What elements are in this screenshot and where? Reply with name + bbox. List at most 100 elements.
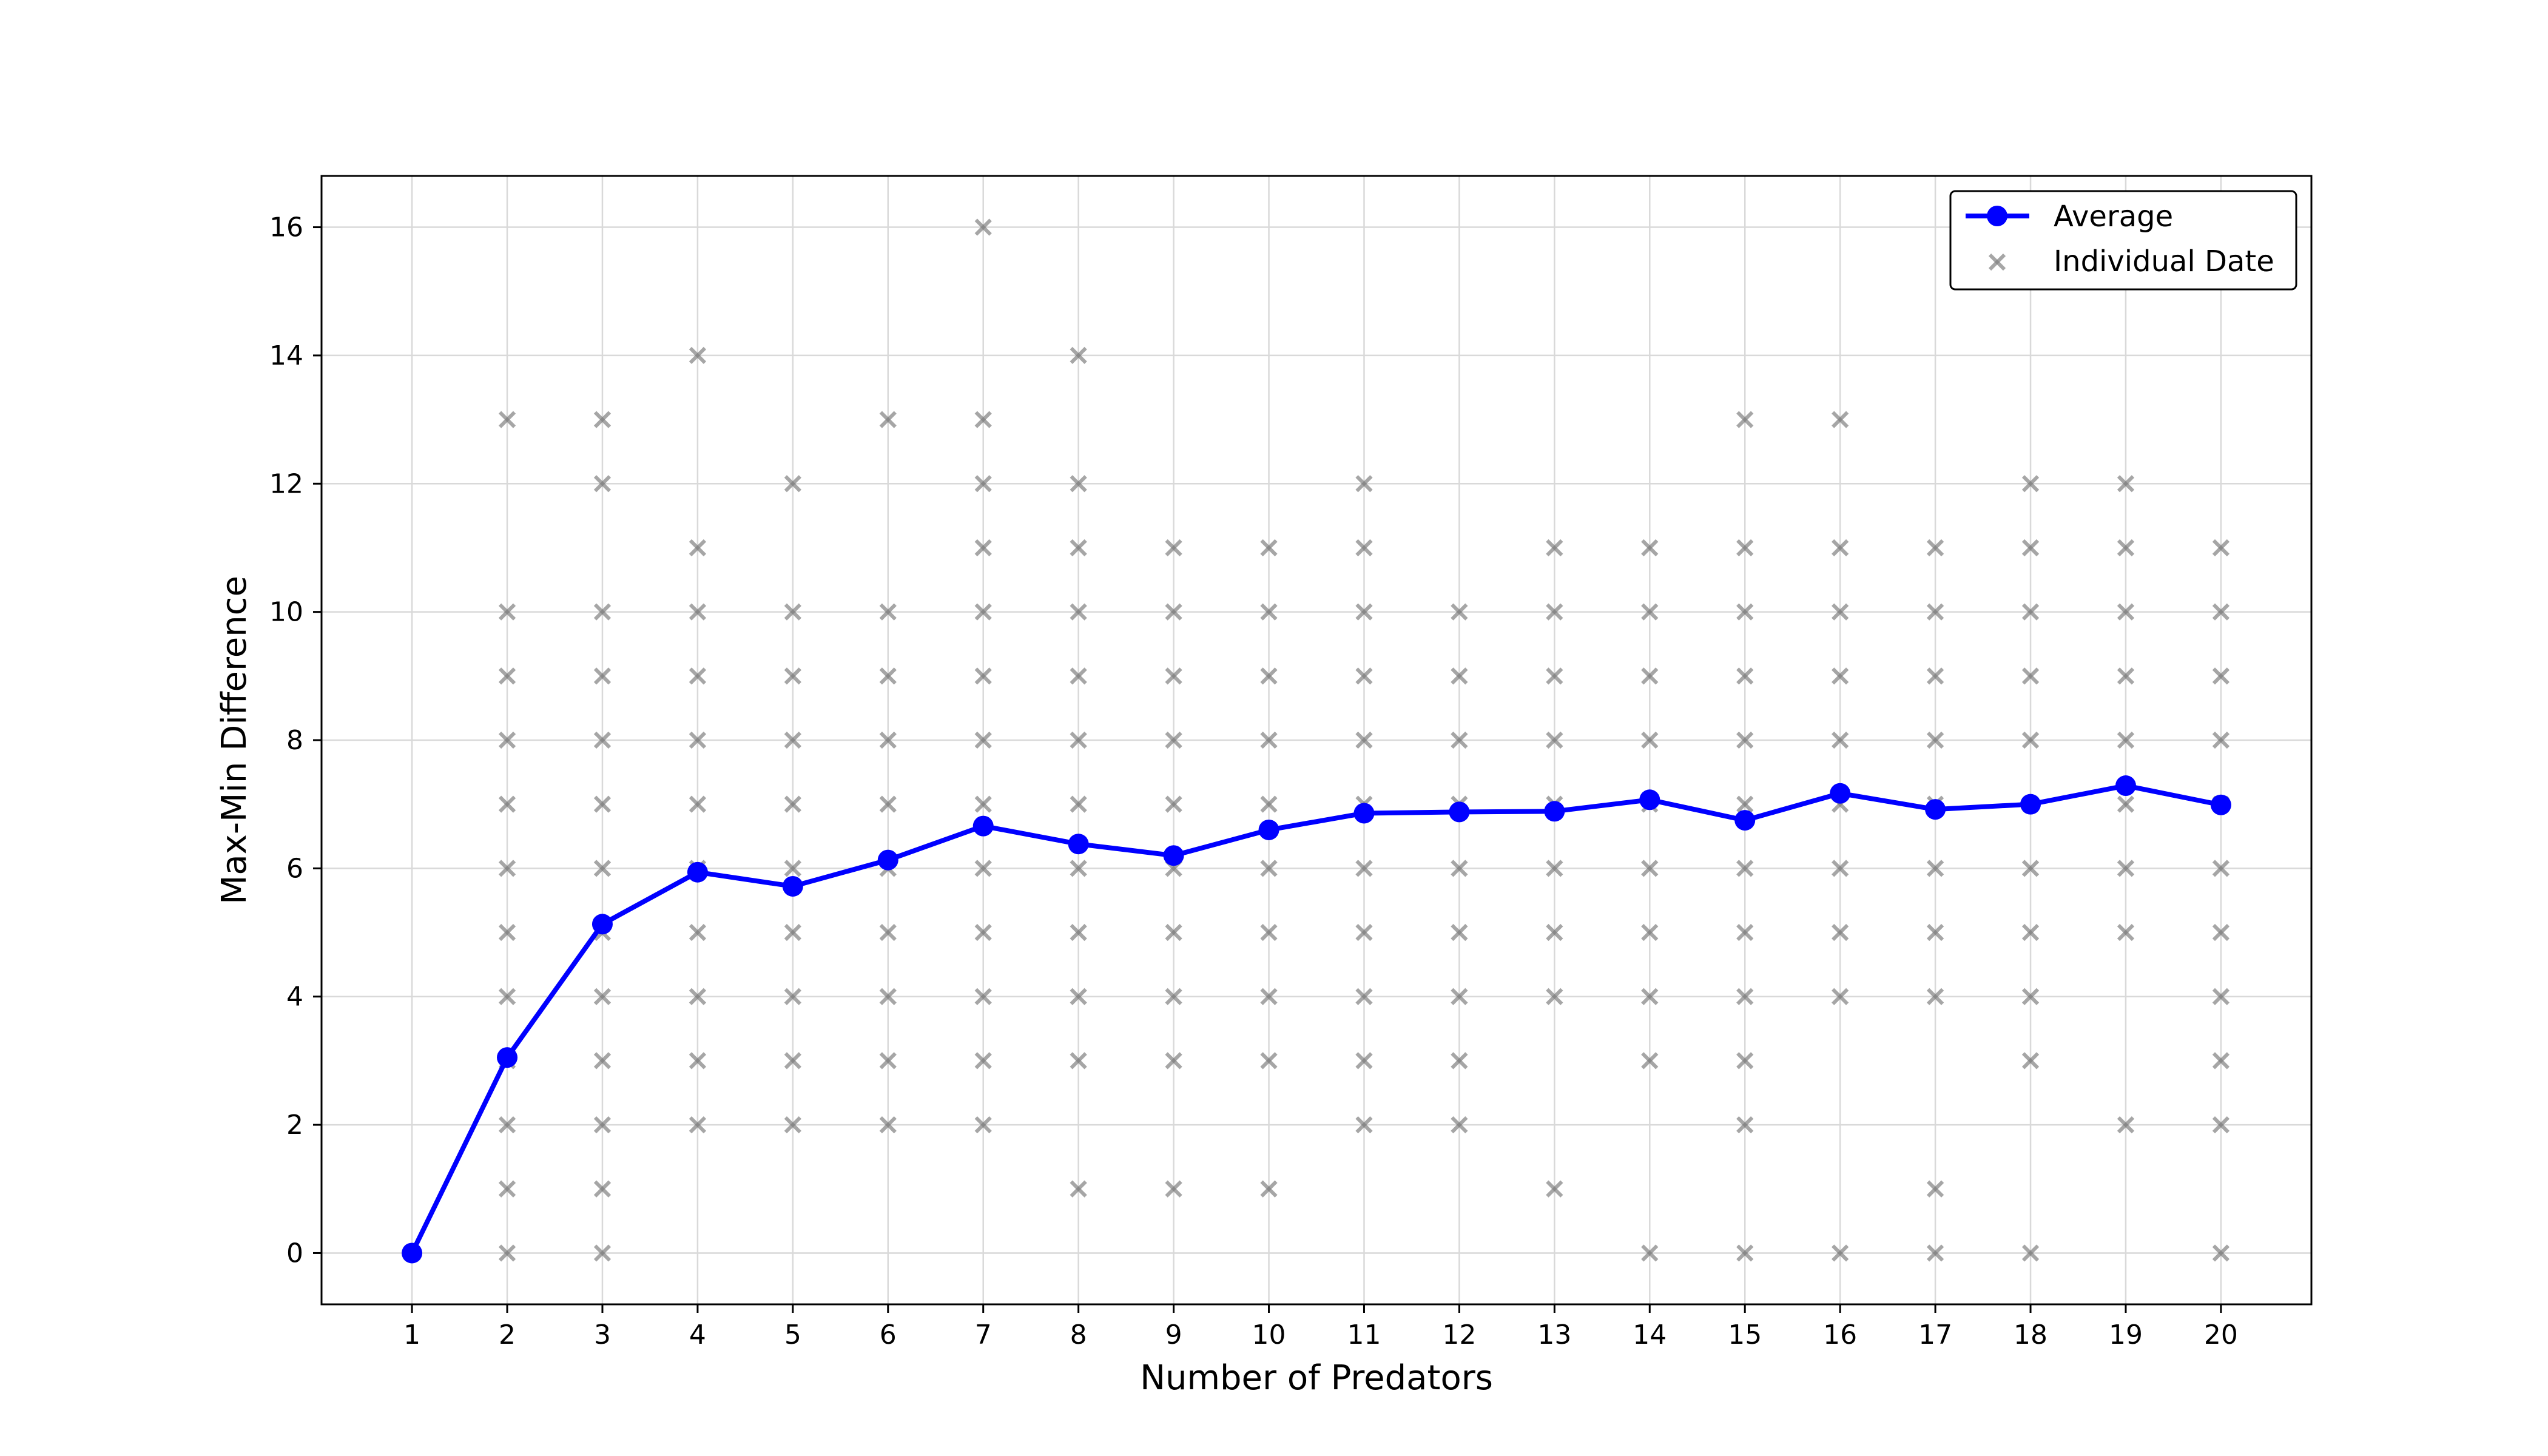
individual-point xyxy=(2117,860,2135,877)
average-point xyxy=(402,1242,423,1264)
individual-point xyxy=(1260,988,1278,1005)
individual-point xyxy=(1451,603,1468,621)
individual-point xyxy=(1165,539,1182,557)
individual-point xyxy=(593,860,612,877)
average-point xyxy=(1353,803,1375,824)
individual-point xyxy=(1355,603,1373,621)
individual-point xyxy=(1926,860,1944,877)
individual-point xyxy=(974,1052,992,1070)
individual-point xyxy=(1641,539,1659,557)
individual-point xyxy=(1260,1180,1278,1198)
individual-point xyxy=(1546,1180,1563,1198)
individual-point xyxy=(1736,795,1754,813)
legend: Average Individual Date xyxy=(1949,190,2297,291)
legend-average-marker xyxy=(1987,206,2007,226)
x-tick-label: 8 xyxy=(1070,1320,1087,1350)
individual-point xyxy=(689,539,707,557)
individual-point xyxy=(1070,860,1087,877)
individual-point xyxy=(784,795,801,813)
individual-point xyxy=(1641,1052,1659,1070)
individual-point xyxy=(879,667,897,685)
individual-point xyxy=(974,731,992,749)
individual-point xyxy=(1451,1116,1468,1134)
individual-point xyxy=(1736,667,1754,685)
individual-point xyxy=(1926,667,1944,685)
individual-point xyxy=(1165,923,1182,942)
x-tick-label: 9 xyxy=(1165,1320,1182,1350)
individual-point xyxy=(2117,667,2135,685)
individual-point xyxy=(2117,539,2135,557)
y-axis-label: Max-Min Difference xyxy=(215,576,254,905)
x-tick-label: 13 xyxy=(1537,1320,1571,1350)
individual-point xyxy=(1641,667,1659,685)
individual-point xyxy=(593,1116,612,1134)
individual-point xyxy=(879,603,897,621)
individual-point xyxy=(689,988,707,1005)
individual-point xyxy=(1355,1052,1373,1070)
y-tick-label: 6 xyxy=(286,853,303,884)
individual-point xyxy=(498,923,516,942)
individual-point xyxy=(1926,988,1944,1005)
individual-point xyxy=(1641,603,1659,621)
x-tick-label: 15 xyxy=(1728,1320,1762,1350)
individual-point xyxy=(1165,1180,1182,1198)
individual-point xyxy=(1070,346,1087,365)
individual-point xyxy=(1641,988,1659,1005)
individual-point xyxy=(1260,860,1278,877)
individual-point xyxy=(1926,923,1944,942)
y-tick-label: 0 xyxy=(286,1238,303,1269)
x-axis-ticks: 1 2 3 4 5 6 7 8 9 10 11 12 13 14 15 16 17 18 19 20 xyxy=(403,1304,2238,1350)
individual-point xyxy=(689,346,707,365)
individual-point xyxy=(689,923,707,942)
y-tick-label: 2 xyxy=(286,1110,303,1141)
individual-point xyxy=(784,1052,801,1070)
x-tick-label: 20 xyxy=(2204,1320,2238,1350)
individual-point xyxy=(2021,667,2040,685)
individual-point xyxy=(1260,603,1278,621)
individual-point xyxy=(1070,539,1087,557)
individual-point xyxy=(1355,667,1373,685)
individual-point xyxy=(1736,1116,1754,1134)
individual-point xyxy=(879,1052,897,1070)
x-axis-label: Number of Predators xyxy=(1140,1358,1493,1398)
x-tick-label: 12 xyxy=(1442,1320,1476,1350)
individual-point xyxy=(498,860,516,877)
x-tick-label: 3 xyxy=(594,1320,611,1350)
individual-point xyxy=(2212,603,2230,621)
y-tick-label: 16 xyxy=(269,212,303,243)
individual-point xyxy=(1641,923,1659,942)
individual-data-points xyxy=(403,218,2230,1262)
individual-point xyxy=(593,795,612,813)
y-axis-ticks: 0 2 4 6 8 10 12 14 16 xyxy=(269,212,322,1269)
individual-point xyxy=(2212,1052,2230,1070)
average-point xyxy=(1068,834,1089,855)
average-point xyxy=(2210,794,2231,815)
individual-point xyxy=(1832,988,1849,1005)
individual-point xyxy=(1355,988,1373,1005)
individual-point xyxy=(974,923,992,942)
individual-point xyxy=(2021,731,2040,749)
average-point xyxy=(1449,801,1470,823)
individual-point xyxy=(2212,923,2230,942)
individual-point xyxy=(1736,539,1754,557)
individual-point xyxy=(2021,1052,2040,1070)
individual-point xyxy=(1736,1052,1754,1070)
individual-point xyxy=(2212,667,2230,685)
average-series xyxy=(402,775,2231,1264)
individual-point xyxy=(593,475,612,493)
individual-point xyxy=(593,411,612,428)
y-tick-label: 8 xyxy=(286,725,303,756)
average-point xyxy=(1163,845,1184,866)
individual-point xyxy=(2021,539,2040,557)
individual-point xyxy=(1832,1244,1849,1262)
legend-individual-x xyxy=(1988,253,2006,271)
individual-point xyxy=(1926,539,1944,557)
individual-point xyxy=(1260,731,1278,749)
individual-point xyxy=(1546,860,1563,877)
individual-point xyxy=(1926,603,1944,621)
individual-point xyxy=(1165,795,1182,813)
individual-point xyxy=(1832,860,1849,877)
individual-point xyxy=(879,923,897,942)
individual-point xyxy=(2212,860,2230,877)
individual-point xyxy=(1070,1052,1087,1070)
